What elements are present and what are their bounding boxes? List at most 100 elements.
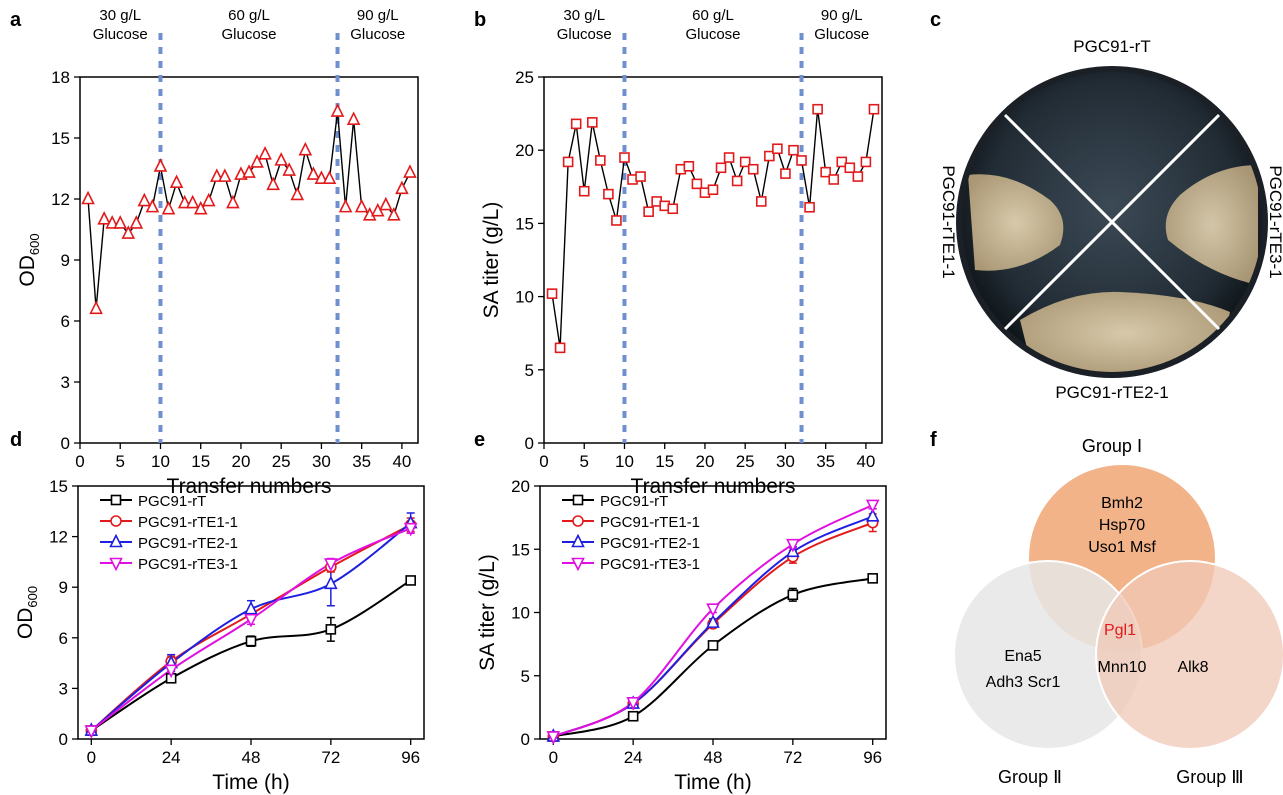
data-point [250,154,264,168]
data-point [627,710,639,722]
x-tick-label: 35 [352,452,371,471]
data-point [306,166,321,180]
colony-streak-bottom [1020,291,1230,372]
data-point [298,141,313,156]
data-point [860,156,872,168]
data-point [844,162,856,174]
y-tick-label: 3 [59,679,68,698]
data-point [210,168,224,182]
x-tick-label: 48 [242,748,261,767]
x-tick-label: 25 [272,452,291,471]
y-tick-label: 0 [59,730,68,749]
data-point [322,170,337,184]
data-point [218,168,232,182]
panel-label-c: c [930,9,941,31]
series-line [553,577,873,738]
data-point [274,152,288,166]
data-point [707,640,719,651]
glucose-segment-label: Glucose [221,26,276,43]
data-point [242,164,256,178]
x-tick-label: 40 [856,452,875,471]
y-tick-label: 18 [51,68,70,87]
glucose-segment-label: Glucose [685,26,740,43]
y-tick-label: 6 [59,629,68,648]
x-tick-label: 0 [549,748,558,767]
y-tick-label: 20 [515,141,534,160]
y-tick-label: 0 [525,434,534,453]
plate-label-left: PGC91-rTE1-1 [939,165,958,278]
data-point [865,499,880,514]
plate-divider-2 [1003,113,1221,331]
data-point [403,522,418,537]
data-point [395,180,409,195]
data-point [201,192,216,207]
venn-gene-uso1-msf: Uso1 Msf [1088,539,1156,556]
data-point [387,206,401,221]
panel-label-f: f [930,429,937,451]
panel-label-a: a [10,9,22,31]
data-point [325,624,337,635]
data-point [113,215,128,229]
data-point [245,635,257,647]
colony-streak-left [968,174,1064,271]
colony-streak-right [1165,165,1258,285]
data-point [554,342,566,354]
x-tick-label: 24 [624,748,643,767]
venn-gene-pgl1: Pgl1 [1104,622,1136,639]
data-point [89,300,103,315]
y-tick-label: 25 [515,68,534,87]
x-tick-label: 0 [75,452,84,471]
data-point [346,111,361,125]
data-point [747,163,759,175]
data-point [324,558,338,572]
data-point [193,200,208,215]
data-point [611,215,622,226]
y-tick-label: 20 [511,477,530,496]
data-point [546,731,561,745]
data-point [153,158,168,172]
x-tick-label: 0 [87,748,96,767]
y-tick-label: 10 [511,604,530,623]
legend-marker [572,515,584,527]
legend-marker [109,533,123,548]
x-tick-label: 24 [162,748,181,767]
data-point [772,143,783,155]
legend-marker [110,494,122,506]
y-tick-label: 15 [515,214,534,233]
y-axis-label: SA titer (g/L) [476,554,499,671]
x-tick-label: 0 [539,452,548,471]
legend-label: PGC91-rTE1-1 [138,514,238,531]
data-point [258,145,272,160]
y-tick-label: 9 [61,251,70,270]
data-point [121,225,136,239]
data-point [586,117,598,128]
data-point [635,171,646,182]
panel-label-d: d [10,429,22,451]
data-point [715,162,727,174]
data-point [739,156,751,168]
data-point [787,589,799,601]
data-point [282,162,297,176]
data-point [707,184,719,196]
x-tick-label: 96 [401,748,420,767]
data-point [330,103,345,117]
data-point [324,575,338,590]
x-tick-label: 72 [321,748,340,767]
glucose-segment-label: Glucose [557,26,612,43]
x-tick-label: 25 [736,452,755,471]
data-point [820,166,831,178]
plate-photo: PGC91-rT PGC91-rTE2-1 PGC91-rTE1-1 PGC91… [939,37,1283,402]
x-tick-label: 15 [191,452,210,471]
y-axis-label: OD600 [14,586,40,639]
legend-marker [110,515,122,527]
y-tick-label: 10 [515,288,534,307]
legend-marker [572,494,584,506]
data-point [865,508,880,522]
glucose-segment-label: Glucose [93,26,148,43]
legend-label: PGC91-rTE3-1 [600,556,700,573]
data-point [603,188,614,200]
data-point [755,196,767,207]
data-point [578,185,590,197]
